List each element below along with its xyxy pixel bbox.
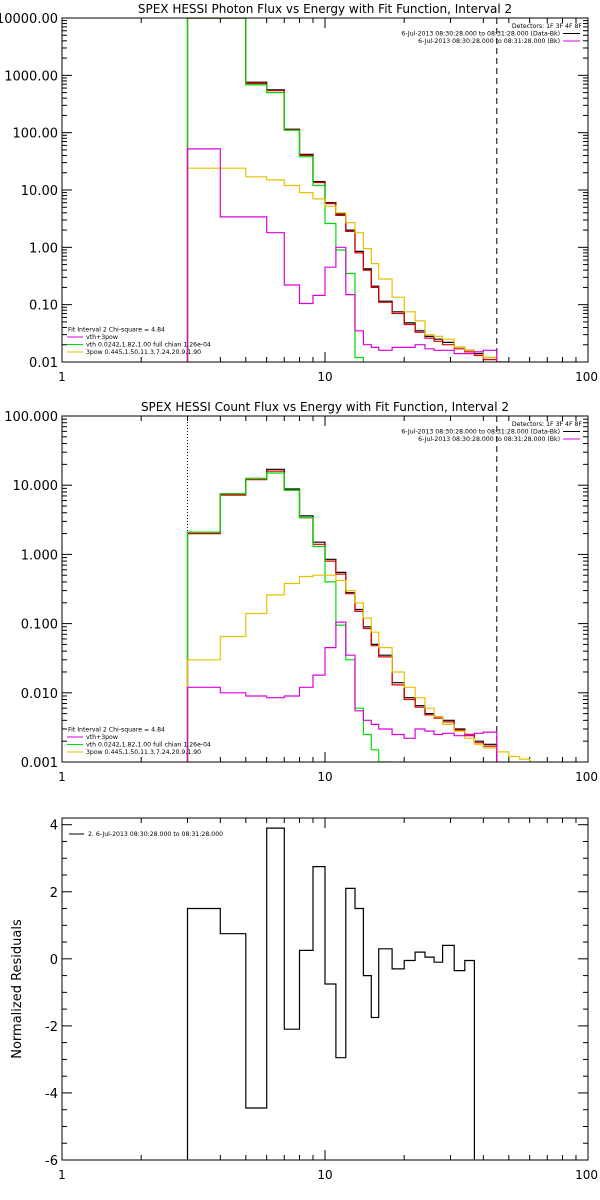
legend-entry: 6-Jul-2013 08:30:28.000 to 08:31:28.000 …	[418, 436, 560, 443]
legend-entry: vth+3pow	[86, 334, 118, 341]
series-line	[186, 468, 498, 762]
legend-entry: 6-Jul-2013 08:30:28.000 to 08:31:28.000 …	[401, 31, 560, 38]
y-tick-label: 100.00	[13, 127, 59, 142]
chart-title: SPEX HESSI Photon Flux vs Energy with Fi…	[138, 2, 512, 16]
series-line	[186, 18, 498, 362]
series-line	[186, 18, 364, 362]
legend-entry: 3pow 0.445,1.50,11.3,7.24,20.9,1.90	[86, 349, 201, 356]
legend-entry: 2. 6-Jul-2013 08:30:28.000 to 08:31:28.0…	[88, 831, 223, 838]
y-tick-label: -4	[45, 1087, 58, 1102]
legend-entry: Detectors: 1F 3F 4F 8F	[512, 421, 583, 428]
plot-frame	[61, 817, 589, 1161]
plot-frame	[61, 17, 589, 363]
x-tick-label: 1	[58, 370, 66, 384]
y-tick-label: 0.010	[21, 687, 58, 702]
legend-entry: vth 0.0242,1.82,1.00 full chian 1.26e-04	[86, 342, 211, 349]
panel-3: Normalized Residuals 1 10 100 4 2 0 -2 -4 -6 2. 6-…	[10, 817, 598, 1182]
y-tick-label: 0.01	[29, 356, 58, 371]
legend-entry: vth+3pow	[86, 734, 118, 741]
y-axis-label: Normalized Residuals	[10, 919, 25, 1059]
series-line	[186, 18, 510, 362]
x-tick-label: 100	[575, 370, 598, 384]
legend-entry: 6-Jul-2013 08:30:28.000 to 08:31:28.000 …	[401, 429, 560, 436]
y-tick-label: 10.000	[13, 479, 59, 494]
y-tick-label: 0.001	[21, 756, 58, 771]
series-group	[186, 827, 475, 1160]
y-tick-label: 100.000	[4, 410, 58, 425]
x-tick-label: 1	[58, 770, 66, 784]
y-tick-label: 0	[50, 953, 58, 968]
series-group	[186, 468, 548, 762]
x-tick-label: 10	[317, 1168, 332, 1182]
x-tick-label: 100	[575, 770, 598, 784]
y-tick-label: 2	[50, 886, 58, 901]
y-tick-label: -6	[45, 1154, 58, 1169]
series-line	[186, 472, 393, 762]
y-tick-label: 0.10	[29, 299, 58, 314]
series-line	[186, 470, 498, 762]
x-tick-label: 10	[317, 370, 332, 384]
y-tick-label: 10.00	[21, 184, 58, 199]
legend-entry: Fit Interval 2 Chi-square = 4.84	[68, 327, 165, 334]
legend-entry: Detectors: 1F 3F 4F 8F	[512, 23, 583, 30]
y-tick-label: 1.00	[29, 241, 58, 256]
y-tick-label: 1000.00	[4, 69, 58, 84]
y-tick-label: 4	[50, 819, 58, 834]
series-line	[186, 621, 498, 762]
y-tick-label: 1.000	[21, 548, 58, 563]
chart-title: SPEX HESSI Count Flux vs Energy with Fit…	[141, 400, 509, 414]
series-group	[186, 18, 510, 362]
series-line	[186, 574, 548, 762]
plot-frame	[61, 415, 589, 763]
legend-entry: 3pow 0.445,1.50,11.3,7.24,20.9,1.90	[86, 749, 201, 756]
panel-1: SPEX HESSI Photon Flux vs Energy with Fi…	[0, 2, 598, 384]
y-tick-label: -2	[45, 1020, 58, 1035]
legend-entry: 6-Jul-2013 08:30:28.000 to 08:31:28.000 …	[418, 38, 560, 45]
y-tick-label: 10000.00	[0, 12, 58, 27]
y-tick-label: 0.100	[21, 618, 58, 633]
legend-entry: Fit Interval 2 Chi-square = 4.84	[68, 727, 165, 734]
series-line	[186, 827, 475, 1160]
legend-entry: vth 0.0242,1.82,1.00 full chian 1.26e-04	[86, 742, 211, 749]
x-tick-label: 100	[575, 1168, 598, 1182]
series-line	[186, 167, 510, 362]
x-tick-label: 10	[317, 770, 332, 784]
panel-2: SPEX HESSI Count Flux vs Energy with Fit…	[4, 400, 598, 784]
x-tick-label: 1	[58, 1168, 66, 1182]
series-line	[186, 148, 498, 362]
